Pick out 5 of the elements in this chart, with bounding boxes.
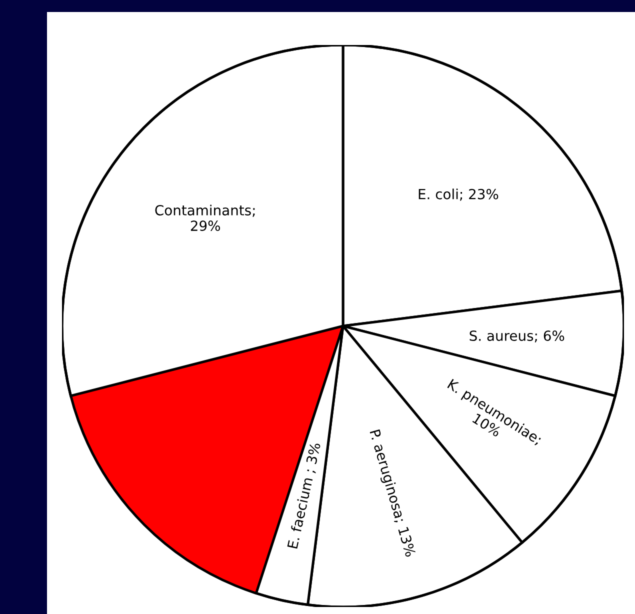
slice-label: S. aureus; 6% [470,330,564,342]
slice-label: Contaminants; 29% [155,204,255,232]
pie-slice [70,326,343,594]
slice-label: E. faecium ; 3% [286,442,322,550]
slice-label: E. coli; 23% [418,188,498,201]
